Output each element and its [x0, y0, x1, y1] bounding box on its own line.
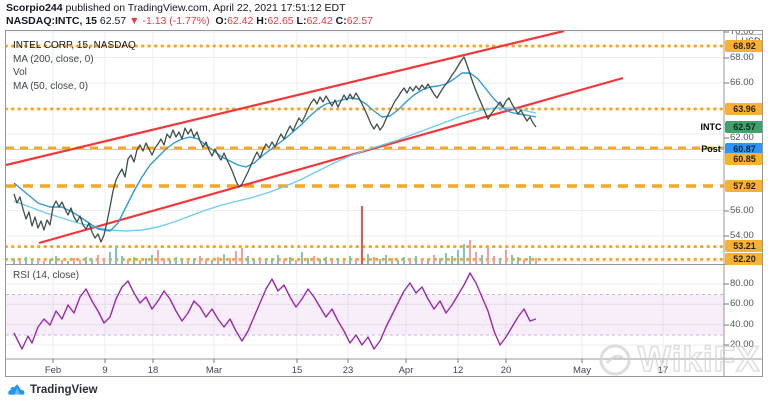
chart-canvas[interactable]	[6, 31, 763, 377]
tradingview-logo-icon	[8, 384, 25, 395]
time-axis-label: 20	[500, 365, 512, 376]
time-axis-label: 18	[147, 365, 159, 376]
price-axis-label: 62.00	[730, 132, 754, 143]
price-axis-label: 62.57	[725, 121, 762, 133]
time-axis-label: 17	[657, 365, 669, 376]
price-axis-label: 53.21	[725, 240, 762, 252]
publish-header: Scorpio244 published on TradingView.com,…	[6, 2, 373, 28]
price-axis-label: 80.00	[730, 278, 754, 289]
price-axis-label: 60.87	[725, 143, 762, 155]
price-axis-label: 66.00	[730, 77, 754, 88]
time-axis-label: 15	[291, 365, 303, 376]
main-pane-legend: INTEL CORP, 15, NASDAQ MA (200, close, 0…	[13, 39, 136, 93]
price-axis-label: 68.92	[725, 40, 762, 52]
time-axis-label: Feb	[44, 365, 62, 376]
price-axis-label: 20.00	[730, 339, 754, 350]
price-axis-label: 68.00	[730, 52, 754, 63]
price-axis-label: 60.85	[725, 153, 762, 165]
price-axis-label: 60.00	[730, 298, 754, 309]
rsi-pane-legend: RSI (14, close)	[13, 269, 79, 283]
price-axis-label: 57.92	[725, 180, 762, 192]
price-tag-intc: INTC	[700, 122, 722, 132]
price-axis-label: 54.00	[730, 230, 754, 241]
price-tag-post: Post	[701, 144, 721, 154]
symbol-title[interactable]: INTEL CORP, 15, NASDAQ	[13, 40, 136, 51]
time-axis-label: May	[573, 365, 591, 376]
legend-rsi[interactable]: RSI (14, close)	[13, 270, 80, 281]
time-axis-label: 12	[452, 365, 464, 376]
price-axis-label: 52.20	[725, 253, 762, 265]
price-axis-label: 40.00	[730, 319, 754, 330]
price-axis-label: 56.00	[730, 205, 754, 216]
tradingview-brand-text: TradingView	[30, 384, 98, 396]
tradingview-attribution[interactable]: TradingView	[8, 383, 98, 397]
time-axis-label: Mar	[205, 365, 223, 376]
price-axis-label: 63.96	[725, 103, 762, 115]
time-axis-label: 23	[342, 365, 354, 376]
legend-vol[interactable]: Vol	[13, 67, 27, 78]
legend-ma200[interactable]: MA (200, close, 0)	[13, 53, 94, 65]
publish-line: Scorpio244 published on TradingView.com,…	[6, 2, 346, 14]
symbol-ohlc-line: NASDAQ:INTC, 15 62.57 ▼ -1.13 (-1.77%) O…	[6, 15, 374, 27]
chart-container[interactable]: INTEL CORP, 15, NASDAQ MA (200, close, 0…	[5, 30, 763, 377]
time-axis-label: 9	[102, 365, 108, 376]
time-axis-label: Apr	[398, 365, 414, 376]
legend-ma50[interactable]: MA (50, close, 0)	[13, 80, 89, 92]
